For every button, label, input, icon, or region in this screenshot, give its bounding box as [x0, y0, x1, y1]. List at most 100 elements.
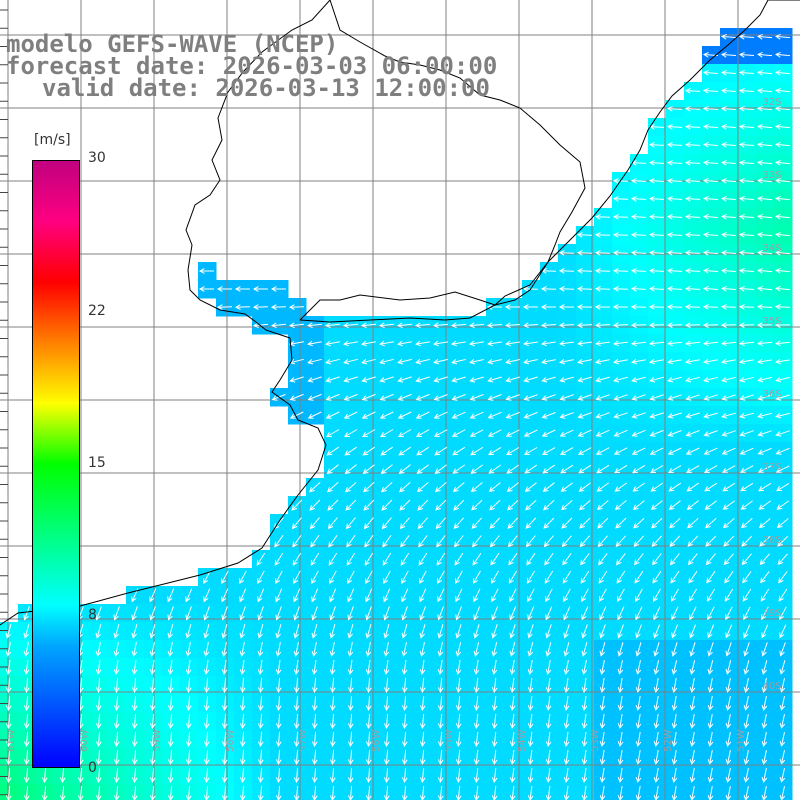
lon-label: 54W [517, 729, 528, 752]
wind-arrow [684, 322, 701, 328]
wind-arrow [541, 412, 556, 419]
wind-arrow [630, 268, 647, 274]
wind-arrow [738, 195, 755, 202]
wind-arrow [455, 695, 462, 712]
wind-arrow [417, 517, 428, 530]
wind-arrow [362, 446, 376, 456]
wind-arrow [563, 678, 570, 693]
wind-arrow [689, 678, 696, 693]
wind-arrow [738, 304, 755, 310]
wind-arrow [756, 249, 773, 256]
wind-arrow [234, 286, 250, 292]
wind-arrow [635, 588, 643, 602]
wind-arrow [221, 731, 228, 748]
wind-arrow [167, 785, 174, 800]
wind-arrow [275, 713, 282, 730]
wind-arrow [257, 642, 264, 657]
wind-arrow [739, 465, 754, 473]
wind-arrow [491, 713, 498, 730]
wind-arrow [560, 482, 573, 492]
wind-arrow [5, 731, 12, 748]
wind-arrow [329, 588, 337, 603]
wind-arrow [326, 464, 339, 474]
wind-arrow [706, 571, 716, 584]
wind-arrow [435, 517, 446, 530]
wind-arrow [437, 695, 444, 712]
wind-arrow [95, 695, 102, 712]
wind-arrow [613, 376, 628, 383]
wind-arrow [365, 695, 372, 712]
wind-arrow [131, 606, 138, 621]
wind-arrow [774, 195, 791, 202]
wind-arrow [185, 731, 192, 748]
wind-arrow [671, 606, 679, 621]
wind-arrow [398, 464, 411, 474]
wind-arrow [455, 624, 462, 639]
wind-arrow [779, 750, 786, 765]
wind-arrow [257, 570, 265, 585]
wind-arrow [779, 642, 786, 657]
wind-arrow [288, 322, 305, 329]
wind-arrow [490, 570, 499, 584]
wind-arrow [293, 767, 300, 784]
wind-arrow [703, 358, 718, 365]
wind-arrow [779, 606, 787, 621]
wind-arrow [221, 642, 228, 657]
wind-arrow [486, 322, 503, 329]
wind-arrow [399, 517, 410, 530]
wind-arrow [361, 340, 376, 347]
wind-arrow [469, 394, 484, 401]
wind-arrow [743, 714, 750, 729]
wind-arrow [347, 767, 354, 784]
wind-arrow [684, 285, 701, 292]
wind-arrow [419, 731, 426, 748]
wind-arrow [505, 358, 520, 365]
wind-arrow [509, 732, 516, 747]
wind-arrow [275, 642, 282, 657]
wind-arrow [666, 340, 683, 347]
wind-arrow [347, 642, 354, 657]
wind-arrow [612, 178, 629, 184]
wind-arrow [702, 249, 719, 256]
wind-arrow [415, 429, 430, 437]
wind-arrow [685, 430, 700, 437]
wind-arrow [324, 322, 341, 329]
wind-arrow [506, 482, 519, 493]
wind-arrow [635, 714, 642, 729]
wind-arrow [774, 231, 791, 238]
wind-arrow [5, 713, 12, 730]
wind-arrow [740, 482, 754, 492]
wind-arrow [507, 517, 519, 529]
wind-arrow [614, 464, 628, 474]
wind-arrow [738, 33, 755, 40]
wind-arrow [401, 749, 408, 766]
wind-arrow [760, 571, 770, 584]
wind-arrow [488, 446, 502, 456]
wind-arrow [401, 713, 408, 730]
wind-arrow [757, 358, 772, 365]
wind-arrow [652, 570, 662, 584]
wind-arrow [275, 570, 283, 585]
wind-arrow [185, 713, 192, 730]
wind-arrow [221, 570, 229, 585]
wind-arrow [396, 322, 413, 329]
wind-arrow [725, 768, 732, 783]
wind-arrow [95, 660, 102, 675]
wind-arrow [419, 695, 426, 712]
wind-arrow [707, 696, 714, 711]
wind-arrow [545, 624, 552, 639]
wind-arrow [527, 714, 534, 729]
wind-arrow [671, 660, 678, 675]
wind-arrow [509, 768, 516, 783]
wind-arrow [563, 732, 570, 747]
wind-arrow [451, 394, 466, 401]
wind-arrow [774, 33, 791, 40]
wind-arrow [598, 553, 608, 566]
wind-arrow [203, 606, 210, 621]
wind-arrow [774, 213, 791, 220]
longitude-labels: 61W 60W 59W 58W 57W 56W 55W 54W 53W 52W 51W [6, 729, 747, 752]
wind-arrow [379, 411, 394, 419]
wind-arrow [487, 340, 502, 347]
wind-arrow [468, 322, 485, 329]
